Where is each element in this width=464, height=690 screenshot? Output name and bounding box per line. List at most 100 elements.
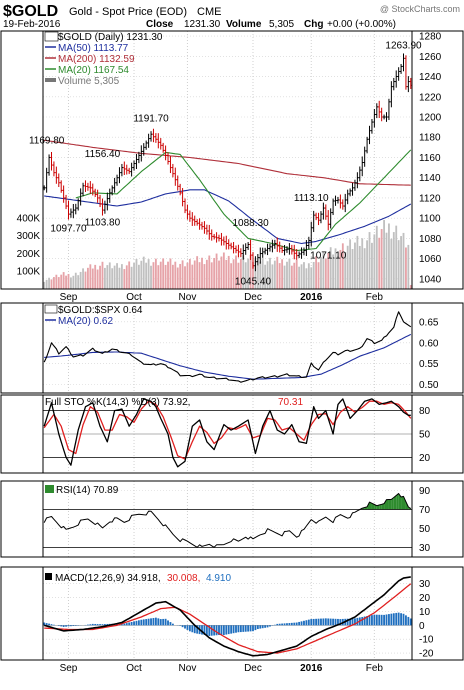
macd-histogram-bar [235, 625, 237, 632]
price-tick-label: 1100 [419, 214, 441, 225]
macd-histogram-bar [296, 623, 298, 626]
volume-bar [400, 236, 402, 289]
volume-bar [148, 259, 150, 289]
macd-histogram-bar [145, 619, 147, 625]
macd-histogram-bar [182, 625, 184, 627]
macd-histogram-bar [233, 625, 235, 633]
header-date: 19-Feb-2016 [3, 19, 61, 30]
macd-histogram-bar [242, 625, 244, 632]
volume-bar [167, 262, 169, 289]
price-tick-label: 1200 [419, 113, 442, 124]
volume-bar [303, 262, 305, 289]
volume-bar [305, 268, 307, 289]
macd-histogram-bar [371, 615, 373, 625]
x-tick-label: 2016 [300, 292, 323, 303]
volume-bar [395, 226, 397, 289]
rsi-overbought-fill [401, 496, 403, 509]
macd-histogram-bar [133, 621, 135, 625]
macd-histogram-bar [276, 624, 278, 625]
macd-histogram-bar [238, 625, 240, 632]
volume-bar [201, 258, 203, 289]
volume-bar [170, 258, 172, 289]
macd-tick-label: 30 [419, 579, 431, 590]
macd-histogram-bar [221, 625, 223, 635]
volume-bar [211, 262, 213, 289]
sto-tick-label: 80 [419, 406, 431, 417]
macd-histogram-bar [126, 623, 128, 625]
macd-histogram-bar [259, 625, 261, 628]
macd-histogram-bar [153, 618, 155, 625]
volume-bar [349, 239, 351, 289]
volume-bar [320, 257, 322, 289]
volume-bar [213, 258, 215, 289]
volume-bar [221, 257, 223, 289]
volume-bar [364, 248, 366, 289]
macd-histogram-bar [75, 625, 77, 626]
volume-bar [284, 266, 286, 289]
rsi-tick-label: 90 [419, 486, 431, 497]
volume-bar [376, 226, 378, 289]
volume-bar [393, 232, 395, 289]
macd-tick-label: 0 [419, 621, 425, 632]
macd-histogram-bar [403, 614, 405, 626]
macd-histogram-bar [72, 625, 74, 626]
macd-histogram-bar [184, 625, 186, 628]
price-annotation: 1103.80 [85, 217, 121, 228]
ratio-tick-label: 0.60 [419, 338, 439, 349]
volume-bar [310, 267, 312, 289]
volume-bar [153, 262, 155, 289]
legend-item: Volume 5,305 [58, 76, 120, 87]
chg-value: +0.00 (+0.00%) [327, 19, 396, 30]
volume-bar [109, 262, 111, 289]
macd-histogram-bar [165, 619, 167, 625]
volume-bar [140, 261, 142, 289]
volume-bar [104, 268, 106, 289]
macd-histogram-bar [373, 615, 375, 626]
volume-bar [199, 262, 201, 289]
volume-bar [133, 263, 135, 289]
macd-histogram-bar [48, 624, 50, 626]
x-tick-label: Oct [126, 292, 142, 303]
x-tick-label: Feb [366, 292, 384, 303]
volume-tick-label: 400K [17, 213, 41, 224]
volume-bar [354, 243, 356, 289]
volume-bar [308, 263, 310, 289]
rsi-overbought-fill [387, 499, 389, 509]
x-tick-label: Feb [366, 663, 384, 674]
macd-histogram-bar [332, 619, 334, 626]
macd-histogram-bar [395, 613, 397, 625]
price-tick-label: 1040 [419, 274, 442, 285]
volume-bar [177, 268, 179, 289]
legend-item: $GOLD:$SPX 0.64 [58, 305, 143, 316]
macd-histogram-bar [388, 614, 390, 625]
legend-swatch [45, 305, 57, 313]
volume-bar [286, 262, 288, 289]
volume-bar [72, 276, 74, 289]
price-tick-label: 1160 [419, 153, 441, 164]
macd-histogram-bar [131, 622, 133, 625]
ratio-tick-label: 0.65 [419, 317, 439, 328]
volume-bar [373, 234, 375, 289]
macd-tick-label: -10 [419, 635, 434, 646]
volume-bar [87, 268, 89, 289]
x-tick-label: Nov [179, 292, 197, 303]
legend-item: MA(20) 1167.54 [58, 65, 129, 76]
price-annotation: 1191.70 [133, 113, 169, 124]
x-tick-label: Sep [60, 292, 78, 303]
volume-bar [208, 256, 210, 289]
volume-bar [276, 257, 278, 289]
macd-histogram-bar [315, 619, 317, 625]
macd-histogram-bar [60, 625, 62, 626]
symbol-title: $GOLD [3, 3, 58, 20]
volume-bar [60, 275, 62, 289]
volume-bar [271, 264, 273, 289]
macd-histogram-bar [381, 615, 383, 625]
macd-histogram-bar [291, 623, 293, 625]
volume-bar [157, 265, 159, 289]
macd-histogram-bar [405, 615, 407, 625]
volume-bar [143, 257, 145, 289]
sto-tick-label: 20 [419, 453, 431, 464]
volume-bar [291, 266, 293, 289]
macd-histogram-bar [264, 625, 266, 627]
